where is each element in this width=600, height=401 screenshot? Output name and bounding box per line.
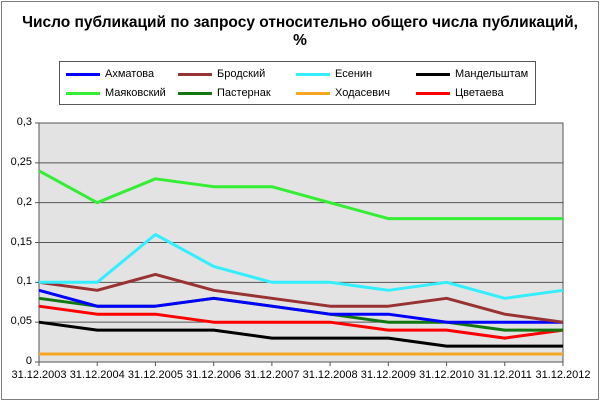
x-tick-label: 31.12.2009 <box>360 369 416 381</box>
x-tick-label: 31.12.2012 <box>535 369 591 381</box>
legend-label: Ахматова <box>105 68 155 80</box>
legend-label: Ходасевич <box>335 87 390 99</box>
legend-swatch-icon <box>66 72 100 76</box>
x-tick-label: 31.12.2011 <box>477 369 532 381</box>
y-tick-label: 0,25 <box>10 155 32 168</box>
chart-title-line1: Число публикаций по запросу относительно… <box>22 14 578 31</box>
y-tick-label: 0,3 <box>16 116 32 128</box>
series-line-2 <box>38 272 564 324</box>
x-tick-label: 31.12.2008 <box>302 369 358 381</box>
legend-label: Мандельштам <box>455 68 529 80</box>
x-tick-label: 31.12.2007 <box>244 369 300 381</box>
legend-item: Есенин <box>296 67 372 81</box>
legend-swatch-icon <box>178 91 212 95</box>
legend-swatch-icon <box>66 91 100 95</box>
legend-item: Бродский <box>178 67 265 81</box>
y-tick-label: 0 <box>25 355 32 367</box>
legend-swatch-icon <box>416 72 450 76</box>
y-tick-label: 0,15 <box>10 235 32 248</box>
legend-label: Маяковский <box>105 87 166 99</box>
series-line-5 <box>38 169 563 221</box>
legend-item: Мандельштам <box>416 67 528 81</box>
legend-item: Ходасевич <box>296 86 390 100</box>
x-tick-label: 31.12.2005 <box>127 369 183 381</box>
x-tick-label: 31.12.2004 <box>69 369 125 381</box>
legend-swatch-icon <box>416 91 450 95</box>
legend-swatch-icon <box>178 72 212 76</box>
y-tick-label: 0,2 <box>16 195 32 208</box>
series-line-4 <box>38 320 563 348</box>
legend-item: Цветаева <box>416 86 504 100</box>
legend-item: Маяковский <box>66 86 166 100</box>
x-tick-label: 31.12.2006 <box>186 369 242 381</box>
x-tick-label: 31.12.2003 <box>11 369 67 381</box>
legend-label: Пастернак <box>217 87 271 99</box>
series-line-1 <box>38 288 563 324</box>
x-tick-label: 31.12.2010 <box>419 369 475 381</box>
plot-border <box>38 122 564 363</box>
y-tick-label: 0,05 <box>10 315 32 328</box>
chart-title-line2: % <box>293 32 307 49</box>
series-line-8 <box>38 304 564 340</box>
legend-swatch-icon <box>296 91 330 95</box>
legend-label: Бродский <box>217 68 266 80</box>
legend-label: Есенин <box>335 68 373 80</box>
series-line-3 <box>39 233 564 300</box>
y-tick-label: 0,1 <box>16 275 32 288</box>
legend-item: Пастернак <box>178 86 271 100</box>
chart-legend: Ахматова Бродский Есенин Мандельштам Маяковс… <box>59 61 536 105</box>
legend-label: Цветаева <box>455 87 504 99</box>
legend-swatch-icon <box>296 72 330 76</box>
legend-item: Ахматова <box>66 67 154 81</box>
chart-title: Число публикаций по запросу относительно… <box>0 14 600 50</box>
